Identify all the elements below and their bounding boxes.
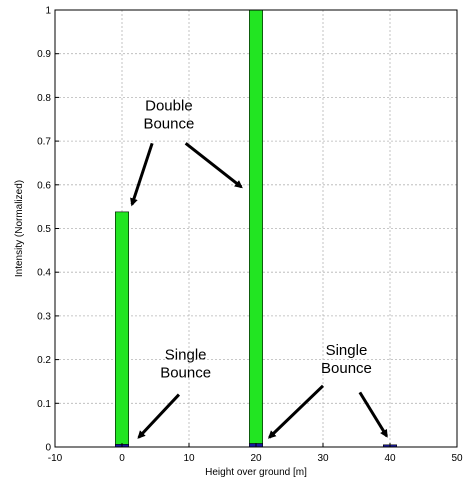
annotation-text: Bounce [160, 365, 211, 382]
y-tick-label: 0.6 [37, 180, 51, 191]
annotation-arrow [184, 142, 243, 189]
x-axis-label: Height over ground [m] [205, 467, 307, 478]
y-tick-label: 0.5 [37, 224, 51, 235]
bars [115, 9, 397, 448]
y-tick-label: 0.8 [37, 93, 51, 104]
annotation-text: Bounce [143, 116, 194, 133]
axis-ticks: -10 0 10 20 30 40 5000.10.20.30.40.50.60.70.80… [37, 6, 463, 465]
y-axis-label: Intensity (Normalized) [14, 180, 25, 277]
x-tick-label: -10 [48, 453, 63, 464]
y-tick-label: 0.1 [37, 399, 51, 410]
annotation-text: Single [326, 342, 368, 359]
annotation-text: Double [145, 98, 193, 115]
x-tick-label: 30 [317, 453, 329, 464]
y-tick-label: 0.4 [37, 268, 51, 279]
y-tick-label: 0 [45, 443, 51, 454]
y-tick-label: 0.9 [37, 49, 51, 60]
annotation-arrow [137, 393, 181, 439]
annotation-arrow [130, 142, 154, 207]
annotation-text: Bounce [321, 360, 372, 377]
y-tick-label: 0.2 [37, 355, 51, 366]
y-tick-label: 0.7 [37, 137, 51, 148]
annotation-arrow [358, 391, 388, 438]
bar [115, 211, 130, 448]
x-tick-label: 50 [451, 453, 463, 464]
y-tick-label: 0.3 [37, 311, 51, 322]
y-tick-label: 1 [45, 6, 51, 17]
annotation-text: Single [165, 347, 207, 364]
x-tick-label: 40 [384, 453, 396, 464]
x-tick-label: 0 [119, 453, 125, 464]
x-tick-label: 20 [250, 453, 262, 464]
x-tick-label: 10 [183, 453, 195, 464]
annotation-arrow [267, 384, 325, 439]
bar [249, 9, 264, 448]
